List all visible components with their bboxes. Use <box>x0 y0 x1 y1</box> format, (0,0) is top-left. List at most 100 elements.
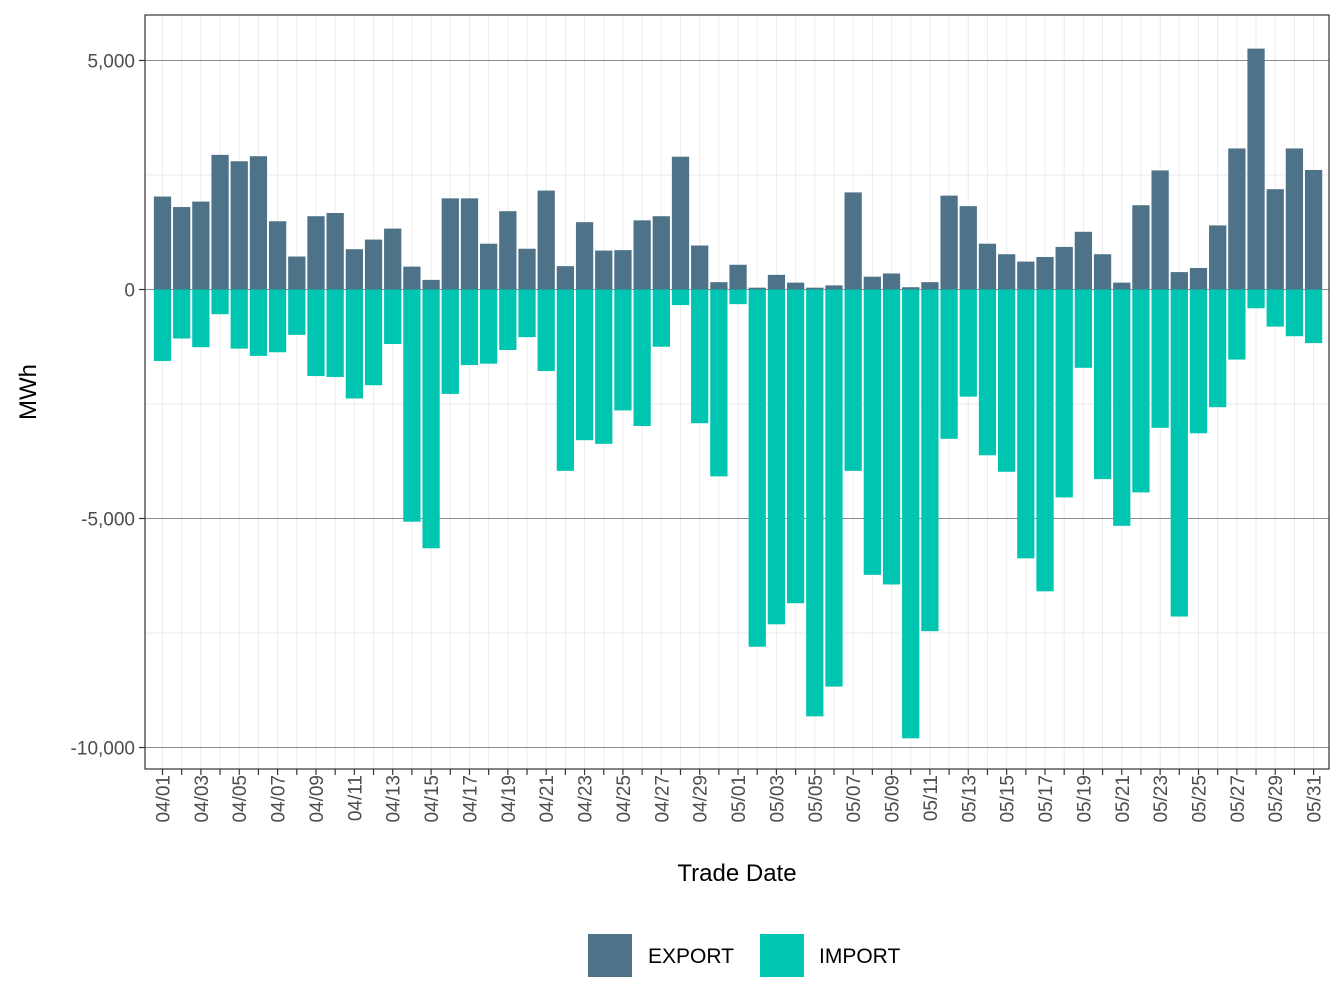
x-tick-label: 05/23 <box>1151 775 1172 823</box>
x-axis: 04/01 04/03 04/05 04/07 04/09 04/11 04/13 04/15… <box>154 769 1326 823</box>
x-tick-label: 04/07 <box>269 775 290 823</box>
bar-import <box>691 289 709 424</box>
bar-import <box>1036 289 1054 592</box>
bar-export <box>786 282 805 290</box>
x-tick-label: 05/17 <box>1036 775 1057 823</box>
bar-export <box>940 195 958 290</box>
legend-swatch-export <box>588 934 632 977</box>
x-tick-label: 04/23 <box>576 775 597 823</box>
bar-import <box>441 289 459 394</box>
y-tick-label: 0 <box>124 281 135 302</box>
x-tick-label: 04/15 <box>422 775 443 823</box>
bar-export <box>556 266 575 290</box>
bar-export <box>595 250 613 290</box>
bar-export <box>767 274 786 290</box>
bar-export <box>575 222 594 290</box>
bar-export <box>710 282 728 290</box>
x-tick-label: 04/19 <box>499 775 520 823</box>
bar-import <box>844 289 862 471</box>
bar-export <box>230 161 248 290</box>
bar-import <box>710 289 728 477</box>
bar-export <box>499 211 517 290</box>
bar-import <box>1151 289 1169 428</box>
bar-import <box>230 289 248 349</box>
legend-swatch-import <box>760 934 804 977</box>
bar-import <box>345 289 363 399</box>
bar-export <box>1189 267 1208 290</box>
x-tick-label: 05/27 <box>1228 775 1249 823</box>
bar-import <box>1189 289 1208 434</box>
y-axis: 5,000 0 -5,000 -10,000 <box>71 52 145 760</box>
bar-export <box>1017 261 1035 290</box>
bar-export <box>1209 225 1227 290</box>
bar-import <box>902 289 920 739</box>
bar-import <box>1093 289 1112 480</box>
bar-export <box>748 287 766 290</box>
legend-label-export: EXPORT <box>648 945 734 968</box>
x-tick-label: 05/11 <box>921 775 942 821</box>
bar-export <box>691 245 709 290</box>
bar-export <box>441 198 459 290</box>
bar-export <box>1074 231 1093 290</box>
x-tick-label: 04/21 <box>537 775 558 823</box>
x-tick-label: 05/15 <box>998 775 1019 823</box>
bar-import <box>384 289 402 345</box>
bar-import <box>978 289 997 456</box>
x-tick-label: 05/09 <box>883 775 904 823</box>
bar-import <box>173 289 191 339</box>
x-tick-label: 04/27 <box>652 775 673 823</box>
bar-import <box>825 289 843 687</box>
bar-import <box>806 289 824 717</box>
bar-import <box>422 289 440 549</box>
bar-export <box>1055 246 1073 290</box>
y-tick-label: -5,000 <box>81 510 135 531</box>
bar-export <box>633 220 651 290</box>
bar-export <box>863 276 881 290</box>
bar-export <box>1170 272 1188 290</box>
bar-import <box>1170 289 1188 617</box>
bar-import <box>211 289 229 315</box>
x-tick-label: 05/07 <box>844 775 865 823</box>
bar-import <box>1074 289 1093 368</box>
bar-import <box>1285 289 1304 337</box>
bar-import <box>652 289 670 347</box>
bar-export <box>902 287 920 290</box>
bar-export <box>345 249 363 290</box>
legend-label-import: IMPORT <box>819 945 900 968</box>
bar-export <box>652 216 670 290</box>
x-tick-label: 04/29 <box>691 775 712 823</box>
bar-export <box>537 190 555 290</box>
bar-export <box>403 266 421 290</box>
bar-export <box>460 198 479 290</box>
bar-import <box>518 289 536 338</box>
bar-import <box>633 289 651 426</box>
x-tick-label: 05/03 <box>767 775 788 823</box>
x-tick-label: 04/17 <box>460 775 481 823</box>
bar-export <box>921 282 939 290</box>
bar-import <box>460 289 479 366</box>
bar-import <box>1209 289 1227 408</box>
bar-export <box>211 154 229 290</box>
bar-export <box>1247 48 1265 290</box>
bar-import <box>288 289 306 335</box>
bar-export <box>978 243 997 290</box>
bar-import <box>403 289 421 522</box>
bar-export <box>364 239 383 290</box>
bar-import <box>1113 289 1131 526</box>
bar-export <box>729 264 747 290</box>
bar-import <box>268 289 287 353</box>
bar-import <box>671 289 690 306</box>
bar-import <box>1247 289 1265 309</box>
x-tick-label: 04/11 <box>345 775 366 821</box>
bar-import <box>882 289 901 585</box>
y-tick-label: 5,000 <box>87 52 135 73</box>
bar-export <box>1093 254 1112 290</box>
x-tick-label: 05/01 <box>729 775 750 823</box>
bar-export <box>249 156 268 290</box>
bar-export <box>1228 148 1246 290</box>
bar-import <box>1132 289 1150 493</box>
x-tick-label: 04/03 <box>192 775 213 823</box>
bar-import <box>786 289 805 604</box>
bar-export <box>825 285 843 290</box>
x-tick-label: 05/05 <box>806 775 827 823</box>
